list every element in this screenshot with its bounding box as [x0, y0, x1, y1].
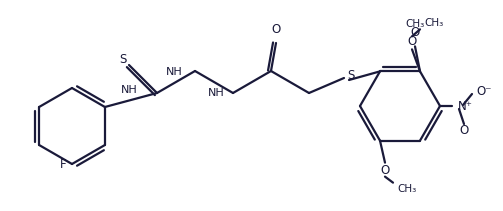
Text: O⁻: O⁻ [476, 84, 491, 97]
Text: N⁺: N⁺ [458, 100, 473, 112]
Text: S: S [119, 53, 127, 65]
Text: O: O [272, 23, 281, 36]
Text: NH: NH [208, 88, 224, 98]
Text: O: O [410, 26, 420, 39]
Text: O: O [380, 164, 390, 177]
Text: O: O [407, 35, 416, 48]
Text: S: S [347, 69, 355, 81]
Text: F: F [59, 158, 66, 172]
Text: CH₃: CH₃ [397, 184, 416, 194]
Text: O: O [459, 124, 469, 138]
Text: NH: NH [165, 67, 183, 77]
Text: NH: NH [121, 85, 137, 95]
Text: CH₃: CH₃ [405, 19, 425, 29]
Text: CH₃: CH₃ [424, 18, 443, 28]
